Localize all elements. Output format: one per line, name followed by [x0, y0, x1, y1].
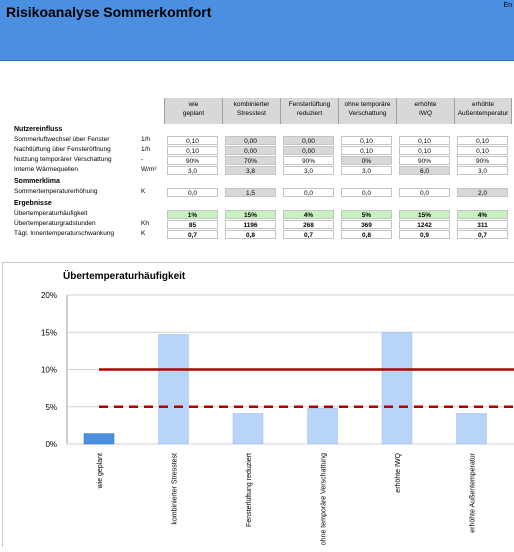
- row-label: Übertemperaturgradstunden: [14, 220, 96, 227]
- x-tick-label: kombinierter Stresstest: [172, 453, 179, 525]
- table-cell: 0,00: [225, 146, 276, 155]
- table-cell: 3,0: [457, 166, 508, 175]
- bar: [307, 407, 338, 445]
- row-label: Übertemperaturhäufigkeit: [14, 210, 88, 217]
- table-cell: 0,10: [167, 136, 218, 145]
- row-unit: W/m²: [141, 166, 157, 173]
- table-cell: 0,10: [167, 146, 218, 155]
- row-label: Interne Wärmequellen: [14, 166, 78, 173]
- row-unit: K: [141, 188, 146, 195]
- table-cell: 0,0: [399, 188, 450, 197]
- row-unit: -: [141, 156, 144, 163]
- table-cell: 4%: [283, 210, 334, 219]
- table-cell: 0,9: [399, 230, 450, 239]
- overheating-chart: 0% 5% 10% 15% 20% wie geplant kombinierter Str…: [41, 291, 514, 545]
- table-cell: 0,00: [283, 136, 334, 145]
- table-cell: 90%: [167, 156, 218, 165]
- x-tick-label: erhöhte Außentemperatur: [470, 452, 477, 532]
- x-tick-label: wie geplant: [97, 453, 104, 489]
- row-unit: 1/h: [141, 136, 151, 143]
- table-cell: 0,10: [457, 136, 508, 145]
- column-header: ohne temporäre Verschattung: [338, 98, 396, 124]
- section-title: Ergebnisse: [14, 200, 52, 207]
- y-tick-label: 5%: [45, 403, 57, 412]
- table-cell: 3,8: [225, 166, 276, 175]
- table-cell: 90%: [399, 156, 450, 165]
- table-cell: 90%: [283, 156, 334, 165]
- table-cell: 15%: [225, 210, 276, 219]
- language-switch[interactable]: En: [503, 2, 512, 9]
- table-cell: 1242: [399, 220, 450, 229]
- row-unit: K: [141, 230, 146, 237]
- row-label: Sommertemperaturerhöhung: [14, 188, 98, 195]
- table-cell: 0,00: [225, 136, 276, 145]
- table-cell: 4%: [457, 210, 508, 219]
- column-header: Fensterlüftung reduziert: [280, 98, 338, 124]
- chart-panel: Übertemperaturhäufigkeit 0% 5% 10% 15% 20% wi…: [2, 262, 514, 547]
- table-cell: 0,00: [283, 146, 334, 155]
- table-cell: 5%: [341, 210, 392, 219]
- x-tick-label: Fensterlüftung reduziert: [246, 453, 253, 527]
- table-cell: 2,0: [457, 188, 508, 197]
- table-cell: 0,8: [225, 230, 276, 239]
- bar: [381, 332, 413, 445]
- table-cell: 311: [457, 220, 508, 229]
- row-label: Tägl. Innentemperaturschwankung: [14, 230, 115, 237]
- table-cell: 0,0: [167, 188, 218, 197]
- table-cell: 0,0: [283, 188, 334, 197]
- row-label: Nachtlüftung über Fensteröffnung: [14, 146, 111, 153]
- table-cell: 369: [341, 220, 392, 229]
- table-cell: 6,0: [399, 166, 450, 175]
- table-cell: 0,10: [399, 136, 450, 145]
- table-cell: 0,0: [341, 188, 392, 197]
- row-label: Nutzung temporärer Verschattung: [14, 156, 112, 163]
- table-cell: 15%: [399, 210, 450, 219]
- chart-title: Übertemperaturhäufigkeit: [63, 271, 186, 282]
- y-tick-label: 0%: [45, 440, 57, 449]
- row-unit: 1/h: [141, 146, 151, 153]
- table-cell: 1,5: [225, 188, 276, 197]
- row-unit: Kh: [141, 220, 149, 227]
- bar: [158, 334, 189, 445]
- section-title: Sommerklima: [14, 178, 60, 185]
- table-cell: 3,0: [283, 166, 334, 175]
- table-cell: 268: [283, 220, 334, 229]
- table-cell: 0,10: [341, 146, 392, 155]
- y-tick-label: 10%: [41, 366, 57, 375]
- y-tick-label: 20%: [41, 291, 57, 300]
- table-cell: 0,10: [457, 146, 508, 155]
- row-label: Sommerluftwechsel über Fenster: [14, 136, 110, 143]
- table-cell: 3,0: [167, 166, 218, 175]
- x-tick-label: ohne temporäre Verschattung: [321, 453, 328, 545]
- table-cell: 1%: [167, 210, 218, 219]
- bar: [456, 413, 487, 445]
- column-header: erhöhte Außentemperatur: [454, 98, 512, 124]
- table-cell: 0,7: [167, 230, 218, 239]
- table-cell: 1196: [225, 220, 276, 229]
- section-title: Nutzereinfluss: [14, 126, 63, 133]
- table-cell: 0,10: [399, 146, 450, 155]
- table-cell: 0,7: [283, 230, 334, 239]
- bar: [232, 413, 264, 445]
- table-cell: 0,10: [341, 136, 392, 145]
- table-cell: 85: [167, 220, 218, 229]
- bar: [83, 433, 115, 445]
- column-header: kombinierter Stresstest: [222, 98, 280, 124]
- page-title: Risikoanalyse Sommerkomfort: [6, 4, 212, 20]
- y-tick-label: 15%: [41, 328, 57, 337]
- column-header: erhöhte IWQ: [396, 98, 454, 124]
- table-cell: 3,0: [341, 166, 392, 175]
- table-cell: 0%: [341, 156, 392, 165]
- table-cell: 70%: [225, 156, 276, 165]
- table-cell: 0,8: [341, 230, 392, 239]
- table-cell: 90%: [457, 156, 508, 165]
- x-tick-label: erhöhte IWQ: [395, 452, 402, 492]
- table-cell: 0,7: [457, 230, 508, 239]
- column-header: wie geplant: [164, 98, 222, 124]
- header-banner: Risikoanalyse Sommerkomfort En: [0, 0, 514, 61]
